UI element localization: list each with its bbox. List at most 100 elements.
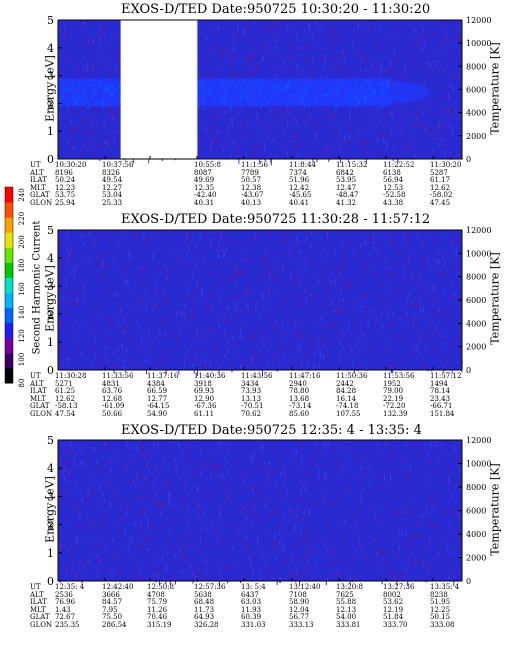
panel-title: EXOS-D/TED Date:950725 11:30:28 - 11:57:… <box>121 212 431 227</box>
colorbar-frame <box>4 186 14 384</box>
colorbar-tick-label: 180 <box>18 259 26 272</box>
orbit-column: 13:27:36 8002 53.62 12.19 51.84 333.70 <box>383 583 415 629</box>
orbit-column: 12:50:8 4708 75.79 11.26 70.46 315.19 <box>147 583 174 629</box>
y2-tick-label: 8000 <box>466 483 486 492</box>
colorbar-swatch <box>5 217 13 233</box>
y-tick-label: 3 <box>47 280 54 293</box>
y-tick-label: 1 <box>47 547 54 560</box>
colorbar-swatch <box>5 337 13 354</box>
heatmap-noise <box>58 440 463 586</box>
y-tick-label: 4 <box>47 462 54 475</box>
orbit-column: 11:57:12 1494 78.14 23.43 -66.71 151.84 <box>430 372 462 418</box>
colorbar-tick-label: 140 <box>18 306 26 319</box>
colorbar-tick-label: 240 <box>18 188 26 201</box>
orbit-row-labels: UT ALT ILAT MLT GLAT GLON <box>30 372 53 418</box>
colorbar-tick-label: 120 <box>18 329 26 342</box>
orbit-column: 11:30:20 5287 61.17 12.62 -58.02 47.45 <box>430 161 462 207</box>
orbit-column: 13:35: 4 8238 51.95 12.25 50.15 333.08 <box>430 583 460 629</box>
y2-tick-label: 12000 <box>466 226 491 235</box>
orbit-column: 10:55:8 8087 49.69 12.35 -42.40 40.31 <box>194 161 221 207</box>
colorbar-tick-label: 100 <box>18 353 26 366</box>
colorbar-swatch <box>5 292 13 309</box>
y-tick-label: 5 <box>47 14 54 27</box>
colorbar-swatch <box>5 352 13 369</box>
y2-tick-label: 0 <box>466 155 471 164</box>
y2-tick-label: 12000 <box>466 16 491 25</box>
orbit-column: 11:30:28 5271 61.25 12.62 -58.13 47.54 <box>55 372 87 418</box>
orbit-column: 11:1:56 7789 50.57 12.38 -43.67 40.13 <box>241 161 268 207</box>
orbit-column: 11:50:36 2442 84.28 16.14 -74.18 107.55 <box>336 372 368 418</box>
colorbar-swatch <box>5 202 13 218</box>
y-tick-label: 0 <box>47 575 54 588</box>
orbit-row-labels: UT ALT ILAT MLT GLAT GLON <box>30 161 53 207</box>
orbit-column: 10:30:20 8196 50.24 12.23 53.75 25.94 <box>55 161 87 207</box>
orbit-column: 11:47:16 2940 78.80 13.68 -73.14 85.60 <box>289 372 321 418</box>
heatmap-field <box>58 230 462 370</box>
orbit-column: 12:42:40 3666 84.57 7.95 75.50 286.54 <box>102 583 134 629</box>
y2-tick-label: 6000 <box>466 507 486 516</box>
orbit-column: 12:57:36 5638 68.48 11.73 64.93 326.28 <box>194 583 226 629</box>
colorbar-swatch <box>5 367 13 384</box>
orbit-column: 12:35: 4 2536 76.96 1.43 72.67 235.35 <box>55 583 85 629</box>
y2-tick-label: 0 <box>466 366 471 375</box>
y2-tick-label: 8000 <box>466 273 486 282</box>
orbit-row-labels: UT ALT ILAT MLT GLAT GLON <box>30 583 53 629</box>
colorbar-swatch <box>5 247 13 263</box>
y-tick-label: 3 <box>47 490 54 503</box>
y2-tick-label: 4000 <box>466 530 486 539</box>
orbit-column: 13: 5:4 6437 63.03 11.93 60.39 331.03 <box>241 583 266 629</box>
y-tick-label: 5 <box>47 434 54 447</box>
y-tick-label: 4 <box>47 252 54 265</box>
orbit-column: 11:8:44 7374 51.96 12.42 -45.65 40.41 <box>289 161 316 207</box>
panel-title: EXOS-D/TED Date:950725 12:35: 4 - 13:35:… <box>121 423 422 438</box>
y-tick-label: 2 <box>47 97 54 110</box>
colorbar-tick-label: 80 <box>18 379 26 388</box>
orbit-column: 11:33:56 4831 63.76 12.68 -61.09 50.66 <box>102 372 134 418</box>
orbit-column: 13:20:8 7625 55.88 12.13 54.00 333.81 <box>336 583 363 629</box>
y-tick-label: 4 <box>47 42 54 55</box>
y2-tick-label: 12000 <box>466 436 491 445</box>
colorbar-swatch <box>5 307 13 324</box>
y-tick-label: 1 <box>47 336 54 349</box>
colorbar-tick-label: 220 <box>18 212 26 225</box>
y2-tick-label: 2000 <box>466 343 486 352</box>
orbit-column: 11:43:56 3434 73.93 13.13 -70.51 70.62 <box>241 372 273 418</box>
y2-tick-label: 10000 <box>466 460 491 469</box>
colorbar-swatch <box>5 262 13 278</box>
heatmap-field <box>58 440 462 581</box>
y2-tick-label: 10000 <box>466 39 491 48</box>
orbit-column: 11:22:52 6138 56.94 12.53 -52.58 43.38 <box>383 161 415 207</box>
orbit-column: 13:12:40 7108 58.90 12.04 56.77 333.13 <box>289 583 321 629</box>
y2-tick-label: 6000 <box>466 86 486 95</box>
orbit-column: 10:37:56 8326 49.54 12.27 53.04 25.33 <box>102 161 134 207</box>
y2-tick-label: 10000 <box>466 249 491 258</box>
y2-tick-label: 2000 <box>466 554 486 563</box>
colorbar-swatch <box>5 232 13 248</box>
y-tick-label: 2 <box>47 308 54 321</box>
y2-tick-label: 2000 <box>466 132 486 141</box>
y2-tick-label: 4000 <box>466 319 486 328</box>
y-tick-label: 0 <box>47 153 54 166</box>
y2-tick-label: 8000 <box>466 62 486 71</box>
orbit-column: 11:40:36 3918 69.93 12.90 -67.36 61.11 <box>194 372 226 418</box>
orbit-column: 11:53:56 1952 79.00 22.19 -72.20 132.39 <box>383 372 415 418</box>
colorbar-swatch <box>5 322 13 339</box>
colorbar-tick-label: 160 <box>18 282 26 295</box>
colorbar-swatch <box>5 277 13 294</box>
y2-tick-label: 6000 <box>466 296 486 305</box>
y-tick-label: 5 <box>47 224 54 237</box>
y2-tick-label: 0 <box>466 577 471 586</box>
y-tick-label: 0 <box>47 364 54 377</box>
orbit-column: 11:15:32 6842 53.95 12.47 -48.47 41.32 <box>336 161 368 207</box>
energy-band-tail <box>349 81 430 104</box>
colorbar-swatch <box>5 187 13 203</box>
orbit-column: 11:37:16 4384 66.59 12.77 -64.15 54.90 <box>147 372 179 418</box>
y-tick-label: 3 <box>47 70 54 83</box>
y2-tick-label: 4000 <box>466 109 486 118</box>
data-gap <box>120 20 198 159</box>
colorbar-tick-label: 200 <box>18 235 26 248</box>
